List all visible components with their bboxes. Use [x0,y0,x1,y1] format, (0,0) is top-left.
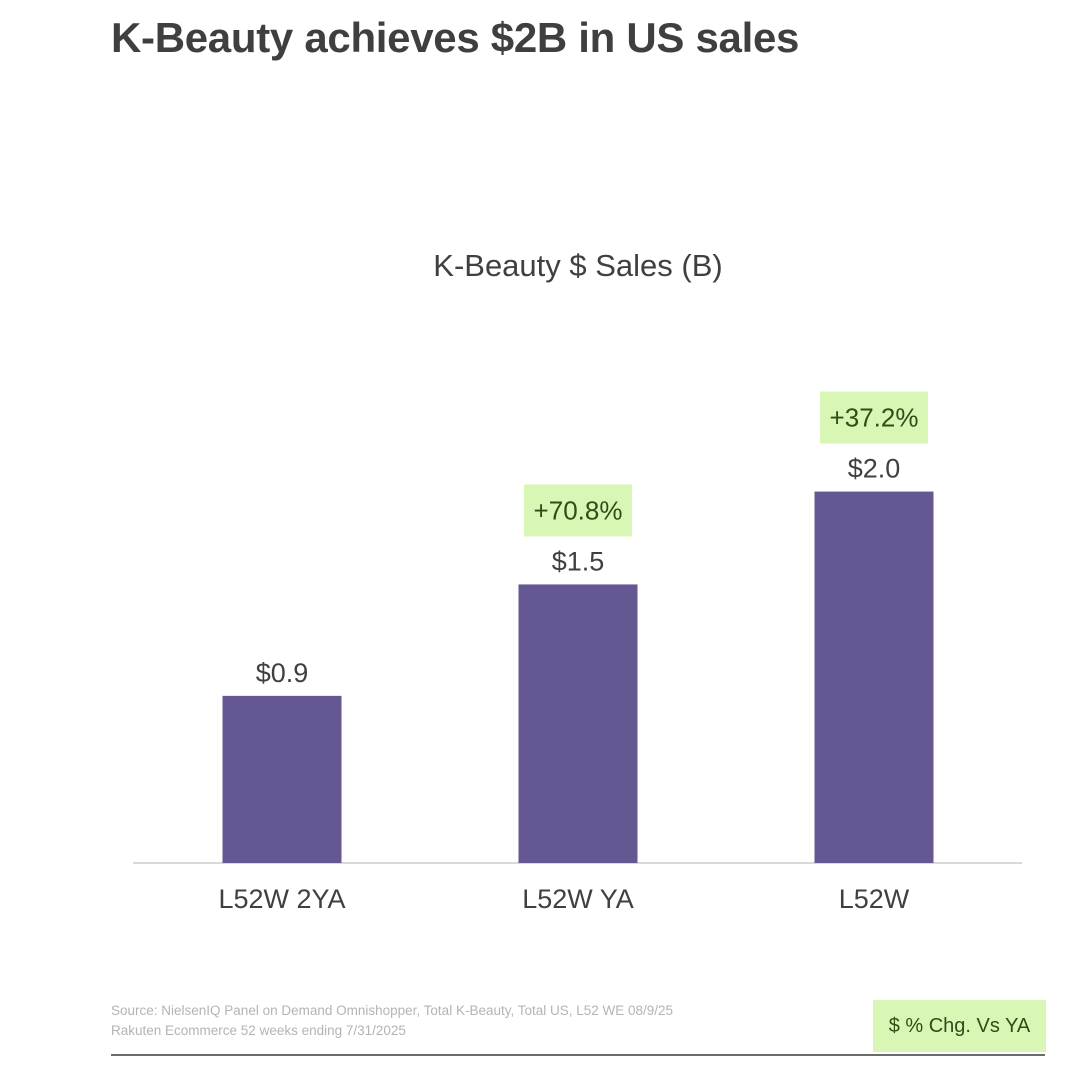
pct-change-box-2 [820,391,928,444]
pct-change-label-1: +70.8% [534,495,623,525]
bar-2 [814,491,934,863]
pct-change-label-2: +37.2% [830,403,919,433]
x-tick-label-1: L52W YA [522,884,634,914]
source-line-1: Source: NielsenIQ Panel on Demand Omnish… [111,1003,674,1018]
pct-change-legend: $ % Chg. Vs YA [873,1000,1046,1052]
data-label-0: $0.9 [256,658,309,688]
page-title: K-Beauty achieves $2B in US sales [111,14,800,61]
bar-1 [518,584,638,863]
pct-change-box-1 [524,484,632,537]
data-label-2: $2.0 [848,454,901,484]
footer-divider [111,1054,1045,1056]
chart-title: K-Beauty $ Sales (B) [433,248,722,283]
bar-0 [222,695,342,863]
source-line-2: Rakuten Ecommerce 52 weeks ending 7/31/2… [111,1023,406,1038]
data-label-1: $1.5 [552,546,605,576]
pct-change-legend-label: $ % Chg. Vs YA [888,1014,1031,1037]
x-tick-label-2: L52W [839,884,910,914]
bar-chart: K-Beauty $ Sales (B) $0.9 L52W 2YA $1.5 L52… [133,248,1022,914]
x-tick-label-0: L52W 2YA [218,884,345,914]
source-note: Source: NielsenIQ Panel on Demand Omnish… [111,1001,673,1041]
